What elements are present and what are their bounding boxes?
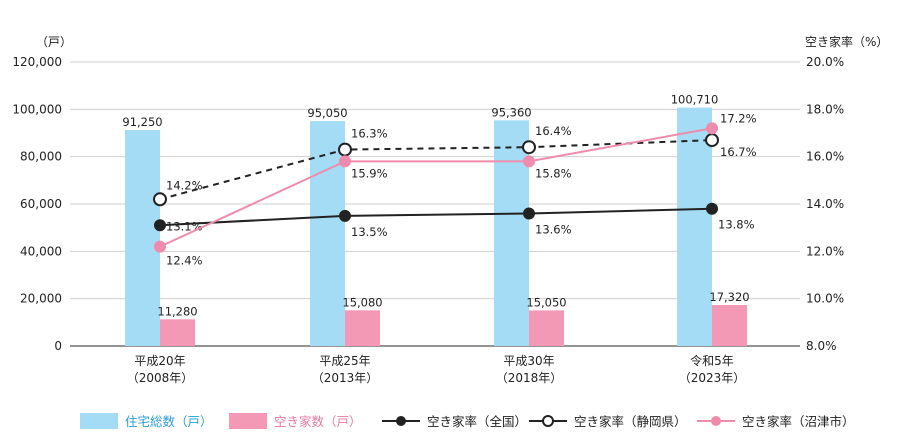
right-tick-label: 8.0% [806, 339, 837, 353]
line-point [338, 142, 352, 157]
category-label: 令和5年 [690, 353, 734, 368]
legend-label-vacant: 空き家数（戸） [274, 414, 362, 429]
bar-series: 91,250 11,280 95,050 15,080 95,360 15,050 100,… [122, 93, 750, 346]
bar-vacant-label: 15,080 [342, 295, 382, 309]
category-sublabel: （2013年） [312, 371, 379, 385]
left-tick-label: 80,000 [20, 150, 62, 164]
left-tick-label: 120,000 [12, 55, 62, 69]
bar-vacant-houses [529, 310, 564, 346]
line-data-label: 16.4% [535, 124, 572, 138]
bar-vacant-houses [712, 305, 747, 346]
legend-label-line-2: 空き家率（静岡県） [574, 414, 687, 429]
line-data-label: 13.5% [351, 225, 388, 239]
bar-vacant-houses [160, 319, 195, 346]
right-tick-label: 12.0% [806, 244, 844, 258]
legend-marker [396, 416, 406, 426]
line-data-label: 13.1% [166, 219, 203, 233]
line-data-label: 17.2% [720, 111, 757, 125]
legend-swatch-total [80, 413, 118, 429]
line-point [706, 202, 718, 215]
legend-label-total: 住宅総数（戸） [125, 414, 213, 429]
line-data-label: 12.4% [166, 254, 203, 268]
line-point [523, 155, 535, 168]
right-axis-unit: 空き家率（%） [805, 34, 888, 49]
category-label: 平成30年 [503, 354, 554, 368]
line-point [339, 209, 351, 222]
right-tick-label: 10.0% [806, 292, 844, 306]
left-tick-label: 0 [54, 339, 62, 353]
bar-total-label: 100,710 [671, 93, 719, 107]
line-data-label: 13.8% [718, 218, 755, 232]
bar-total-label: 95,050 [307, 106, 347, 120]
bar-vacant-label: 17,320 [709, 290, 749, 304]
legend-swatch-vacant [229, 413, 267, 429]
line-path-3 [159, 127, 713, 248]
bar-total-houses [677, 107, 712, 346]
legend: 住宅総数（戸） 空き家数（戸） 空き家率（全国） 空き家率（静岡県） 空き家率（沼津市） [80, 413, 855, 429]
left-axis-unit: （戸） [36, 35, 72, 49]
bar-vacant-label: 11,280 [157, 304, 197, 318]
category-label: 平成20年 [134, 354, 185, 368]
category-sublabel: （2018年） [496, 371, 563, 385]
line-point [523, 207, 535, 220]
left-tick-label: 60,000 [20, 197, 62, 211]
line-point [154, 240, 166, 253]
left-tick-label: 100,000 [12, 102, 62, 116]
left-axis: （戸） 0 20,000 40,000 60,000 80,000 100,000 120,… [12, 35, 72, 353]
line-data-label: 14.2% [166, 178, 203, 192]
category-sublabel: （2023年） [679, 371, 746, 385]
bar-total-label: 95,360 [491, 105, 531, 119]
line-data-label: 16.3% [351, 127, 388, 141]
right-tick-label: 18.0% [806, 102, 844, 116]
line-data-label: 15.9% [351, 166, 388, 180]
legend-marker [542, 415, 554, 427]
left-tick-label: 40,000 [20, 244, 62, 258]
category-label: 平成25年 [319, 354, 370, 368]
line-path-2 [159, 139, 713, 201]
right-tick-label: 14.0% [806, 197, 844, 211]
line-data-label: 13.6% [535, 222, 572, 236]
line-point [705, 133, 719, 148]
line-point [154, 219, 166, 232]
bar-vacant-label: 15,050 [526, 295, 566, 309]
legend-label-line-3: 空き家率（沼津市） [742, 414, 855, 429]
line-series: 13.1% 13.5% 13.6% 13.8% 14.2% 16.3% 16.4% 16.7%… [153, 111, 757, 268]
category-axis: 平成20年 （2008年） 平成25年 （2013年） 平成30年 （2018年） 令和5年… [127, 353, 746, 385]
line-point [339, 155, 351, 168]
line-point [706, 122, 718, 135]
right-tick-label: 16.0% [806, 150, 844, 164]
line-point [153, 192, 167, 207]
bar-vacant-houses [345, 310, 380, 346]
legend-marker [711, 416, 721, 426]
bar-total-houses [310, 121, 345, 346]
legend-label-line-1: 空き家率（全国） [427, 414, 527, 429]
right-axis: 空き家率（%） 8.0% 10.0% 12.0% 14.0% 16.0% 18.0% 20.… [805, 34, 888, 353]
bar-total-houses [494, 120, 529, 346]
left-tick-label: 20,000 [20, 292, 62, 306]
bar-total-houses [125, 130, 160, 346]
right-tick-label: 20.0% [806, 55, 844, 69]
line-path-1 [159, 207, 713, 227]
line-data-label: 15.8% [535, 166, 572, 180]
category-sublabel: （2008年） [127, 371, 194, 385]
bar-total-label: 91,250 [122, 115, 162, 129]
line-data-label: 16.7% [720, 145, 757, 159]
line-point [522, 140, 536, 155]
